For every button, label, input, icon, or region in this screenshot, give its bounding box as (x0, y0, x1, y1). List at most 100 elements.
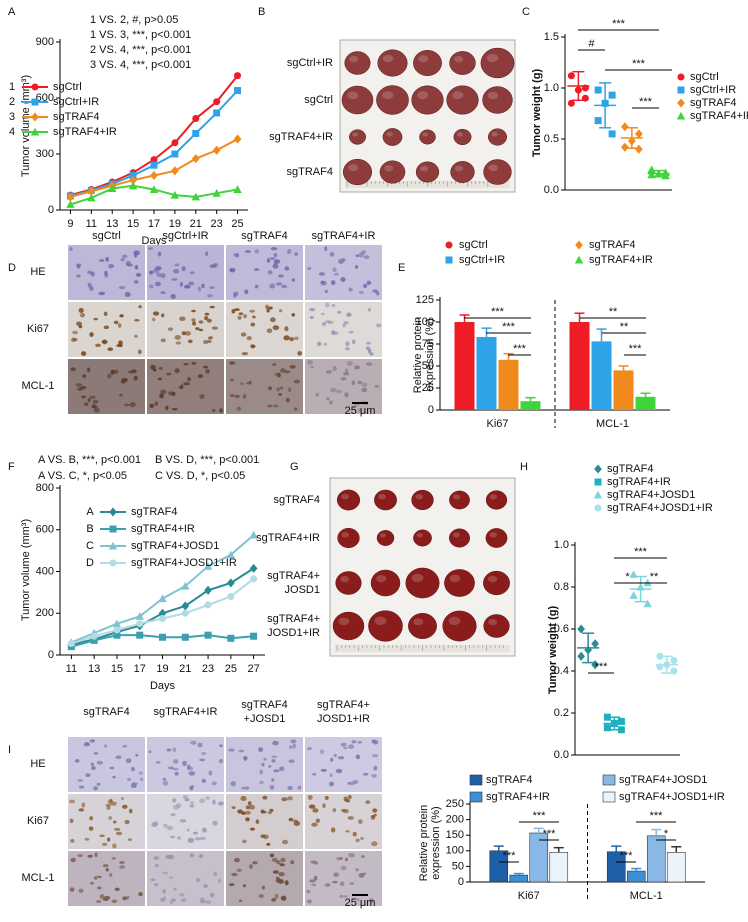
tumor-highlight (488, 618, 498, 626)
nucleus (272, 263, 279, 269)
nucleus (325, 370, 333, 374)
tumor (480, 47, 515, 79)
tumor-highlight (416, 533, 423, 538)
nucleus (173, 887, 177, 891)
nucleus (87, 282, 92, 288)
nucleus (107, 799, 113, 805)
histology-image (147, 302, 224, 357)
nucleus (275, 259, 281, 264)
nucleus (86, 367, 91, 373)
histology-image (226, 302, 303, 357)
nucleus (166, 748, 170, 752)
nucleus (138, 892, 143, 897)
data-point (656, 652, 664, 660)
nucleus (198, 320, 204, 324)
significance-label: *** (620, 850, 634, 862)
tumor-highlight (422, 132, 428, 137)
nucleus (355, 838, 360, 843)
nucleus (194, 837, 201, 841)
data-point (158, 608, 167, 618)
legend-marker (108, 541, 118, 550)
legend-label: sgTRAF4+JOSD1 (619, 774, 707, 786)
nucleus (307, 794, 313, 800)
nucleus (347, 816, 354, 820)
data-point (234, 87, 242, 95)
nucleus (355, 254, 360, 257)
nucleus (199, 836, 206, 841)
legend-label: sgTRAF4+IR (53, 126, 117, 138)
y-tick-label: 75 (422, 338, 434, 350)
bar (454, 322, 475, 410)
panel-label: H (520, 461, 528, 473)
data-point (181, 581, 190, 590)
tumor-highlight (418, 55, 429, 63)
nucleus (155, 266, 162, 271)
legend-label: sgTRAF4+IR (607, 476, 671, 488)
tumor (485, 490, 508, 510)
nucleus (184, 798, 190, 802)
nucleus (357, 380, 363, 385)
column-label: sgTRAF4+ (317, 699, 370, 711)
data-point (204, 631, 212, 639)
nucleus (205, 368, 210, 374)
annotation: 1 VS. 3, ***, p<0.001 (90, 29, 191, 41)
data-point (128, 181, 138, 190)
nucleus (332, 267, 337, 272)
column-label: sgCtrl (92, 230, 121, 242)
data-point (90, 632, 98, 640)
y-tick-label: 400 (36, 565, 54, 577)
nucleus (269, 784, 275, 790)
nucleus (103, 744, 108, 748)
nucleus (345, 830, 350, 833)
nucleus (112, 775, 116, 779)
row-label: HE (30, 758, 45, 770)
nucleus (279, 766, 285, 772)
nucleus (170, 294, 176, 300)
nucleus (195, 327, 200, 331)
nucleus (78, 324, 83, 329)
nucleus (166, 825, 174, 831)
nucleus (321, 322, 327, 327)
nucleus (69, 247, 73, 251)
nucleus (360, 837, 364, 840)
panel-label: F (8, 461, 15, 473)
tumor (488, 128, 507, 146)
nucleus (250, 344, 255, 349)
nucleus (189, 271, 195, 275)
nucleus (122, 744, 128, 748)
tumor (336, 489, 361, 511)
nucleus (343, 746, 348, 750)
nucleus (120, 379, 126, 384)
annotation: A VS. C, *, p<0.05 (38, 470, 127, 482)
legend-label: sgTRAF4+IR (131, 523, 195, 535)
bar (549, 852, 569, 883)
tumor-highlight (454, 165, 464, 172)
data-point (170, 190, 180, 199)
nucleus (138, 305, 142, 309)
nucleus (77, 854, 83, 858)
nucleus (333, 331, 339, 335)
legend-marker (677, 86, 685, 94)
nucleus (271, 755, 278, 759)
bar (626, 870, 646, 883)
nucleus (266, 842, 271, 846)
nucleus (73, 338, 78, 342)
y-tick-label: 1.5 (544, 31, 559, 43)
tumor (411, 85, 444, 115)
data-point (250, 575, 258, 583)
data-point (181, 609, 189, 617)
nucleus (162, 889, 166, 894)
nucleus (167, 766, 175, 770)
nucleus (96, 760, 103, 765)
x-tick-label: 27 (247, 663, 259, 675)
data-point (608, 91, 616, 99)
nucleus (266, 258, 271, 263)
y-tick-label: 1.0 (554, 539, 569, 551)
nucleus (156, 272, 162, 277)
nucleus (341, 257, 346, 262)
tumor-highlight (452, 494, 461, 500)
nucleus (279, 863, 285, 867)
legend-label: sgTRAF4+IR (486, 791, 550, 803)
nucleus (358, 408, 362, 413)
nucleus (199, 798, 206, 804)
